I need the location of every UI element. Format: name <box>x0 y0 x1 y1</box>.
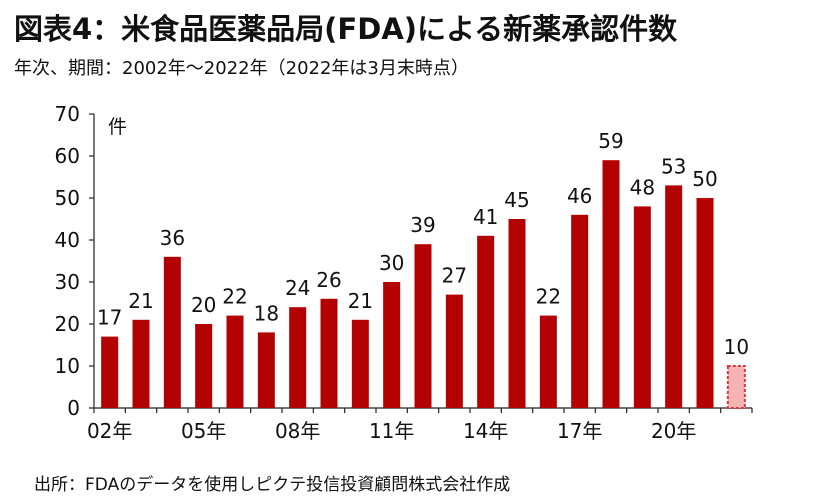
bar <box>351 319 369 408</box>
bar <box>539 315 557 408</box>
bar-value-label: 53 <box>661 154 686 178</box>
bar <box>633 206 651 408</box>
y-tick-label: 40 <box>55 228 80 252</box>
x-axis: 02年 05年 08年 11年 14年 17年 20年 <box>87 407 753 443</box>
bar-value-label: 46 <box>567 184 592 208</box>
bar-value-label: 22 <box>222 285 247 309</box>
x-tick-label: 11年 <box>369 419 414 443</box>
bar-value-label: 50 <box>692 167 717 191</box>
bar <box>195 324 213 408</box>
bar-value-label: 22 <box>536 285 561 309</box>
chart-title: 図表4：米食品医薬品局(FDA)による新薬承認件数 <box>14 12 678 46</box>
y-tick-label: 30 <box>55 270 80 294</box>
bar <box>445 294 463 408</box>
bar-value-label: 27 <box>442 264 467 288</box>
bar-value-label: 59 <box>598 129 623 153</box>
y-unit-label: 件 <box>108 116 127 138</box>
bar-value-label: 48 <box>630 175 655 199</box>
bar-value-label: 30 <box>379 251 404 275</box>
bar <box>571 214 589 408</box>
bar-value-label: 41 <box>473 205 498 229</box>
x-tick-label: 05年 <box>181 419 226 443</box>
x-tick-label: 14年 <box>463 419 508 443</box>
y-axis: 0 10 20 30 40 50 60 70 <box>55 102 95 420</box>
bar-partial-year <box>726 365 746 409</box>
bar-value-label: 20 <box>191 293 216 317</box>
y-tick-label: 70 <box>55 102 80 126</box>
bars <box>101 160 746 409</box>
bar <box>602 160 620 408</box>
chart-subtitle: 年次、期間：2002年～2022年（2022年は3月末時点） <box>14 58 469 79</box>
y-tick-label: 60 <box>55 144 80 168</box>
x-tick-label: 02年 <box>87 419 132 443</box>
bar <box>257 332 275 408</box>
source-note: 出所：FDAのデータを使用しピクテ投信投資顧問株式会社作成 <box>34 475 511 495</box>
bar <box>508 219 526 408</box>
x-tick-label: 20年 <box>651 419 696 443</box>
bar-value-label: 21 <box>128 289 153 313</box>
bar <box>101 336 119 408</box>
bar <box>132 319 150 408</box>
bar-value-label: 39 <box>410 213 435 237</box>
bar-value-label: 24 <box>285 276 310 300</box>
y-tick-label: 20 <box>55 312 80 336</box>
y-tick-label: 10 <box>55 354 80 378</box>
bar-value-label: 17 <box>97 306 122 330</box>
bar <box>665 185 683 408</box>
x-tick-label: 17年 <box>557 419 602 443</box>
bar-value-label: 45 <box>504 188 529 212</box>
y-tick-label: 0 <box>67 396 80 420</box>
bar-value-label: 21 <box>348 289 373 313</box>
bar <box>414 244 432 408</box>
x-tick-label: 08年 <box>275 419 320 443</box>
bar <box>696 198 714 408</box>
bar-value-label: 10 <box>724 335 749 359</box>
bar-value-label: 26 <box>316 268 341 292</box>
bar <box>289 307 307 408</box>
bar <box>320 298 338 408</box>
y-tick-label: 50 <box>55 186 80 210</box>
bar <box>383 282 401 408</box>
bar-value-label: 36 <box>160 226 185 250</box>
bar <box>477 235 495 408</box>
bar <box>226 315 244 408</box>
bar <box>163 256 181 408</box>
bar-value-label: 18 <box>254 301 279 325</box>
